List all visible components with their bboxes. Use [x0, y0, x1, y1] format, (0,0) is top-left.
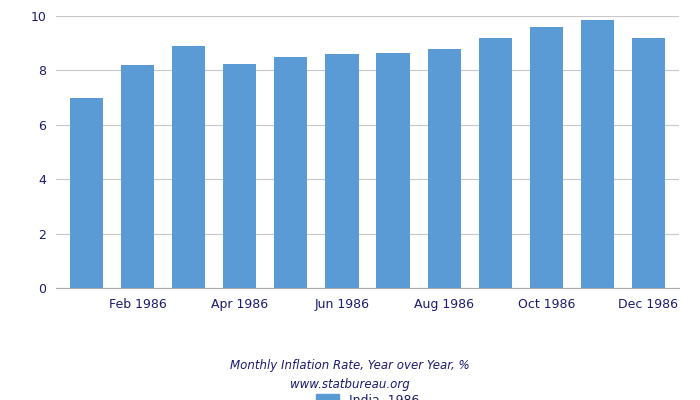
Bar — [530, 27, 563, 288]
Bar — [121, 65, 154, 288]
Bar — [377, 53, 410, 288]
Bar — [581, 20, 614, 288]
Text: www.statbureau.org: www.statbureau.org — [290, 378, 410, 391]
Bar — [223, 64, 256, 288]
Bar — [274, 57, 307, 288]
Bar — [172, 46, 205, 288]
Bar — [326, 54, 358, 288]
Bar — [632, 38, 665, 288]
Bar — [70, 98, 103, 288]
Legend: India, 1986: India, 1986 — [311, 389, 424, 400]
Bar — [479, 38, 512, 288]
Text: Monthly Inflation Rate, Year over Year, %: Monthly Inflation Rate, Year over Year, … — [230, 360, 470, 372]
Bar — [428, 49, 461, 288]
